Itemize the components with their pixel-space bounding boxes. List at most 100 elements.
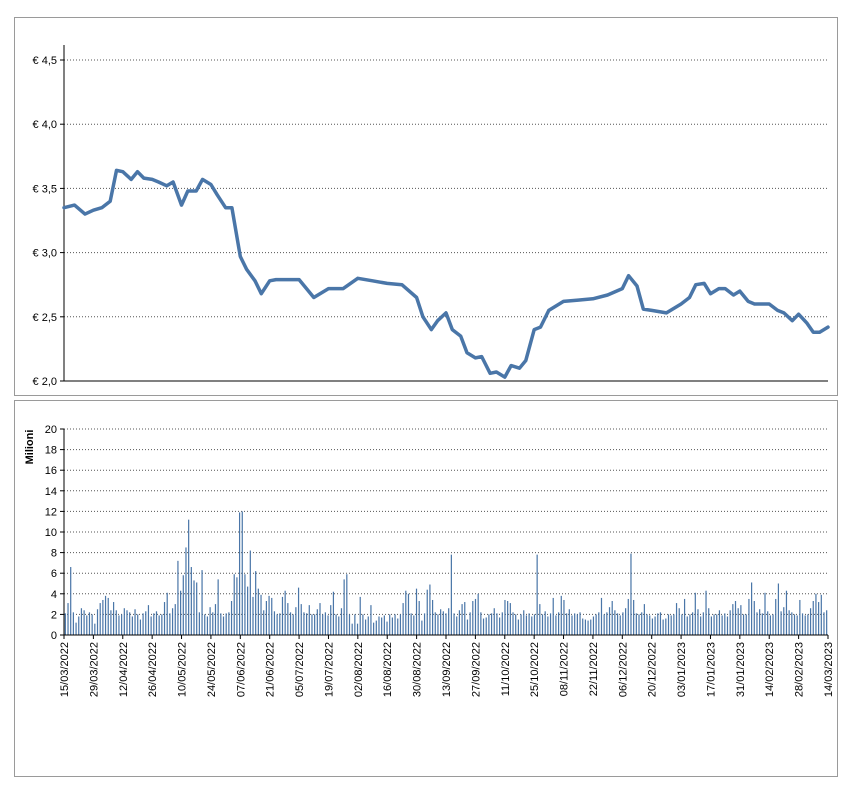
volume-bar xyxy=(710,616,712,635)
volume-bar xyxy=(708,608,710,635)
volume-bar xyxy=(726,616,729,635)
volume-bar xyxy=(354,614,356,635)
volume-bar xyxy=(796,615,798,635)
volume-bar xyxy=(496,613,498,635)
volume-bar xyxy=(330,605,332,635)
volume-bar xyxy=(571,615,573,635)
volume-bar xyxy=(70,567,72,635)
x-axis-date-label: 21/06/2022 xyxy=(265,642,277,697)
volume-bar xyxy=(474,598,477,635)
volume-bar xyxy=(413,615,415,635)
volume-bar xyxy=(592,616,595,635)
x-axis-date-label: 07/06/2022 xyxy=(235,642,247,697)
volume-bar xyxy=(697,609,699,635)
x-axis-date-label: 12/04/2022 xyxy=(118,642,130,697)
x-axis-date-label: 10/05/2022 xyxy=(177,642,189,697)
volume-bar xyxy=(649,615,651,635)
x-axis-date-label: 19/07/2022 xyxy=(324,642,336,697)
volume-bar xyxy=(544,611,546,635)
price-y-tick-label: € 3,0 xyxy=(33,248,57,260)
volume-bar xyxy=(295,607,297,635)
volume-bar xyxy=(785,590,788,635)
volume-bar xyxy=(445,613,447,635)
volume-bar xyxy=(614,610,616,635)
volume-y-tick-label: 16 xyxy=(45,465,57,477)
volume-y-tick-label: 14 xyxy=(45,486,57,498)
volume-bar xyxy=(247,586,249,635)
volume-bar xyxy=(705,590,707,635)
volume-bar xyxy=(327,615,329,635)
volume-bar xyxy=(169,613,171,635)
volume-bar xyxy=(110,610,112,635)
volume-bar xyxy=(799,599,801,635)
volume-bar xyxy=(397,618,399,635)
volume-bar xyxy=(201,570,203,635)
volume-bar xyxy=(716,614,718,635)
volume-bar xyxy=(281,596,284,635)
volume-bar xyxy=(102,599,104,635)
volume-bar xyxy=(335,614,337,635)
volume-bar xyxy=(265,601,267,635)
volume-bar xyxy=(742,614,745,635)
volume-bar xyxy=(622,612,624,635)
volume-bar xyxy=(611,601,613,635)
volume-bar xyxy=(394,614,396,635)
volume-bar xyxy=(150,616,152,635)
volume-bar xyxy=(734,601,737,635)
volume-bar xyxy=(525,615,528,635)
volume-bar xyxy=(373,622,375,635)
volume-bar xyxy=(504,599,506,635)
volume-bar xyxy=(732,604,734,635)
volume-y-tick-label: 10 xyxy=(45,527,57,539)
volume-bar xyxy=(477,593,479,635)
volume-bar xyxy=(584,619,586,635)
volume-bar xyxy=(303,612,305,635)
volume-bar xyxy=(557,612,560,635)
volume-bar xyxy=(788,610,790,635)
volume-bar xyxy=(351,623,353,635)
volume-bar xyxy=(217,579,219,635)
volume-bar xyxy=(748,598,750,635)
volume-bar xyxy=(434,612,436,635)
volume-bar xyxy=(520,614,522,635)
volume-bar xyxy=(555,615,557,635)
x-axis-date-label: 26/04/2022 xyxy=(147,642,159,697)
volume-bar xyxy=(512,612,514,635)
volume-bar xyxy=(260,594,262,635)
volume-bar xyxy=(233,574,235,635)
volume-bar xyxy=(783,607,785,635)
volume-bar xyxy=(206,616,209,635)
volume-bar xyxy=(155,611,158,635)
volume-bar xyxy=(775,598,777,635)
volume-bar xyxy=(252,596,254,635)
volume-bar xyxy=(547,616,549,635)
volume-bar xyxy=(499,617,501,635)
x-axis-date-label: 20/12/2022 xyxy=(647,642,659,697)
x-axis-date-label: 15/03/2022 xyxy=(59,642,71,697)
volume-bar xyxy=(399,614,402,635)
volume-bar xyxy=(517,619,519,635)
price-y-tick-label: € 4,0 xyxy=(33,119,57,131)
volume-bar xyxy=(729,610,731,635)
volume-bar xyxy=(185,547,187,635)
volume-bar xyxy=(700,616,702,635)
volume-bar xyxy=(83,610,85,635)
volume-bar xyxy=(67,603,69,635)
volume-panel-frame xyxy=(14,400,838,777)
volume-bar xyxy=(123,608,125,635)
volume-bar xyxy=(772,614,774,635)
volume-bar xyxy=(273,611,276,635)
volume-bar xyxy=(131,616,133,635)
volume-bar xyxy=(389,614,391,635)
volume-bar xyxy=(673,614,675,635)
volume-bar xyxy=(574,613,576,635)
volume-bar xyxy=(188,519,190,635)
volume-bar xyxy=(418,601,420,635)
volume-bar xyxy=(472,601,474,635)
volume-bar xyxy=(625,608,627,635)
volume-bar xyxy=(80,608,83,635)
volume-bar xyxy=(193,580,195,635)
volume-bar xyxy=(271,597,273,635)
volume-bar xyxy=(616,613,619,635)
